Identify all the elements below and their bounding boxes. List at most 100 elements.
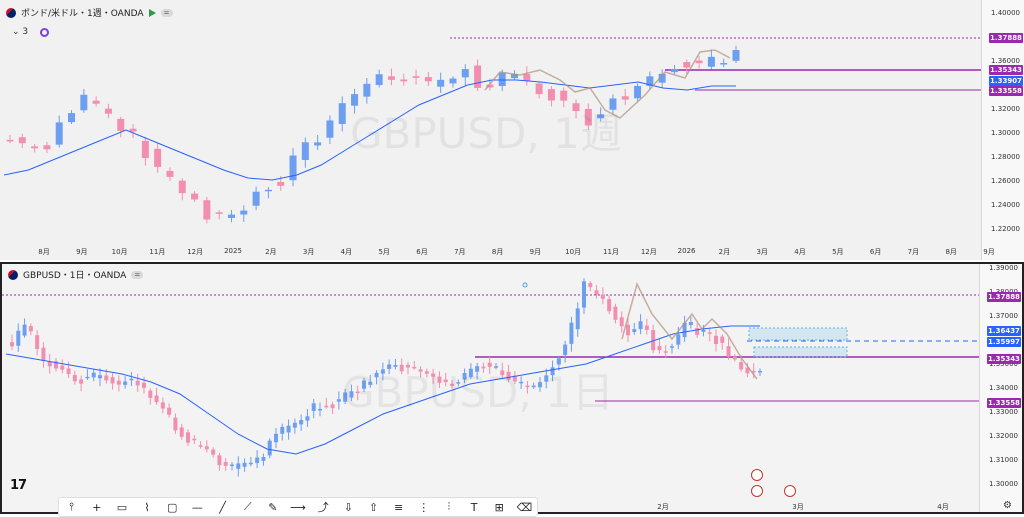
candle-body [123, 381, 128, 385]
candle-body [597, 114, 605, 119]
candle-body [498, 72, 506, 86]
hline-icon[interactable]: — [191, 500, 203, 514]
measure-icon[interactable]: ⊞ [494, 500, 504, 514]
candle-body [720, 336, 725, 343]
cross-icon[interactable]: + [92, 500, 102, 514]
candle-body [538, 382, 542, 388]
candle-body [695, 328, 700, 335]
candle-body [531, 385, 536, 388]
collapse-legend-button[interactable]: = [160, 8, 173, 17]
candle-body [663, 351, 668, 353]
indicator-icon[interactable] [40, 27, 50, 37]
candle-body [745, 367, 750, 374]
daily-chart-pane[interactable]: GBPUSD, 1日 GBPUSD・1日・OANDA = 1.390001.38… [0, 262, 1024, 514]
pattern-icon[interactable]: ⫶ [447, 500, 451, 513]
candle-body [240, 210, 248, 215]
economic-event-icon[interactable] [751, 469, 763, 481]
fib-icon[interactable]: ≡ [394, 500, 404, 514]
ray-icon[interactable]: ⟶ [290, 500, 306, 514]
chart-legend: GBPUSD・1日・OANDA = [8, 268, 144, 281]
candle-body [600, 294, 605, 299]
price-tag-label: 1.35997 [987, 337, 1021, 347]
gann-icon[interactable]: ⋮ [418, 500, 430, 514]
candle-body [178, 180, 186, 194]
candle-body [374, 372, 379, 378]
candle-body [670, 346, 674, 348]
candle-body [588, 283, 593, 288]
trendline-icon[interactable]: ╱ [219, 500, 226, 514]
arrow-up-icon[interactable]: ⇧ [368, 500, 379, 514]
candle-body [638, 321, 643, 330]
candle-body [355, 391, 360, 394]
symbol-title[interactable]: ポンド/米ドル・1週・OANDA [21, 9, 144, 19]
price-tick-label: 1.40000 [991, 9, 1020, 17]
pencil-icon[interactable]: ✎ [268, 500, 278, 514]
candle-body [92, 100, 100, 104]
candle-body [475, 366, 480, 372]
symbol-title[interactable]: GBPUSD・1日・OANDA [23, 271, 127, 281]
price-axis[interactable]: 1.390001.380001.370001.360001.350001.340… [979, 264, 1022, 512]
candle-body [424, 77, 432, 82]
price-tag-label: 1.35343 [989, 65, 1023, 75]
candle-body [198, 445, 203, 447]
candle-body [400, 79, 408, 82]
candle-body [584, 108, 592, 126]
candle-body [412, 366, 417, 369]
candle-body [261, 457, 266, 461]
candle-body [280, 426, 285, 434]
path-icon[interactable]: ⤴ [317, 501, 329, 514]
price-tag-label: 1.35343 [987, 354, 1021, 364]
candle-body [98, 375, 102, 379]
chart-watermark: GBPUSD, 1日 [342, 368, 614, 417]
time-tick-label: 10月 [565, 248, 582, 256]
candle-body [387, 76, 395, 80]
arrow-down-icon[interactable]: ⇩ [343, 500, 353, 514]
price-axis[interactable]: 1.400001.380001.360001.340001.320001.300… [981, 0, 1024, 260]
candle-body [368, 381, 373, 385]
time-tick-label: 2月 [718, 248, 731, 256]
candle-body [450, 383, 454, 386]
candle-body [91, 372, 96, 378]
candle-body [739, 362, 744, 370]
crosshair-icon[interactable]: ⫯ [69, 500, 74, 513]
chevron-down-icon[interactable]: ⌄ 3 [12, 27, 29, 37]
candle-body [732, 356, 737, 360]
currency-flag-icon [6, 7, 16, 18]
collapse-legend-button[interactable]: = [131, 270, 144, 279]
zigzag-overlay [621, 281, 758, 380]
gear-icon[interactable]: ⚙ [1003, 500, 1012, 511]
candle-body [494, 366, 498, 368]
daily-chart-plot[interactable] [2, 264, 982, 512]
candle-body [47, 361, 52, 367]
time-tick-label: 12月 [187, 248, 204, 256]
price-tick-label: 1.30000 [989, 480, 1018, 488]
time-tick-label: 2026 [677, 247, 696, 255]
candle-body [563, 344, 568, 356]
eraser-icon[interactable]: ⌫ [516, 500, 533, 514]
candle-body [142, 382, 146, 388]
weekly-chart-pane[interactable]: GBPUSD, 1週 ポンド/米ドル・1週・OANDA = ⌄ 3 1.4000… [0, 0, 1024, 260]
candle-body [431, 373, 436, 377]
polyline-icon[interactable]: ⌇ [144, 500, 150, 514]
text-icon[interactable]: T [470, 500, 478, 514]
candle-body [657, 346, 662, 351]
brush-icon[interactable]: ⟋ [243, 500, 252, 513]
drawing-toolbar: ⫯ + ▭ ⌇ ▢ — ╱ ⟋ ✎ ⟶ ⤴ ⇩ ⇧ ≡ ⋮ ⫶ T ⊞ ⌫ [58, 497, 538, 517]
candle-body [683, 62, 691, 68]
time-tick-label: 9月 [529, 248, 542, 256]
candle-body [141, 140, 149, 159]
marker-dot [522, 282, 528, 288]
candle-body [506, 371, 511, 380]
economic-event-icon[interactable] [751, 485, 763, 497]
candle-body [399, 364, 404, 372]
time-tick-label: 3月 [302, 248, 315, 256]
candle-body [481, 366, 486, 369]
comment-icon[interactable]: ▭ [116, 500, 128, 514]
price-tick-label: 1.22000 [991, 225, 1020, 233]
weekly-chart-plot[interactable] [0, 0, 982, 260]
time-tick-label: 6月 [416, 248, 428, 256]
candle-body [211, 449, 216, 455]
rectangle-icon[interactable]: ▢ [167, 500, 178, 514]
economic-event-icon[interactable] [784, 485, 796, 497]
candle-body [66, 368, 71, 374]
